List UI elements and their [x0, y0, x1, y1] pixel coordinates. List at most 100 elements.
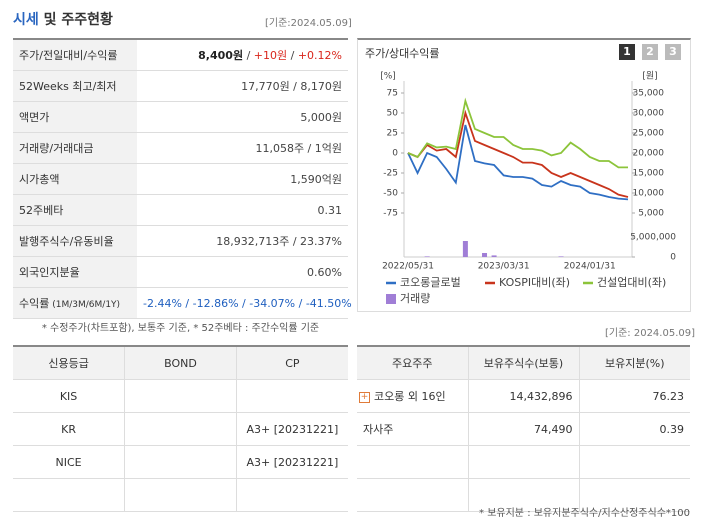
- cell: [236, 478, 348, 512]
- row-label: 외국인지분율: [13, 256, 137, 288]
- date: [기준: 2024.05.09]: [605, 328, 696, 339]
- cell-text: 76.23: [652, 389, 685, 403]
- y2-tick-label: 25,000: [633, 129, 665, 139]
- cell-text: A3+ [20231221]: [246, 455, 339, 469]
- volume-bar: [482, 253, 488, 257]
- cell: A3+ [20231221]: [236, 412, 348, 446]
- label-part: 시가총액: [19, 173, 60, 186]
- y2-tick-label: 15,000: [633, 169, 665, 179]
- summary-row: 외국인지분율 0.60%: [13, 256, 348, 288]
- row-label: 주가/전일대비/수익률: [13, 39, 137, 71]
- y2-tick-label: 30,000: [633, 109, 665, 119]
- header-row: 주요주주 보유주식수(보통) 보유지분(%): [357, 345, 690, 380]
- value-part: 0.60%: [307, 265, 342, 279]
- y-tick-label: -50: [383, 189, 398, 199]
- cell: [124, 379, 237, 413]
- column-header: 주요주주: [357, 345, 469, 380]
- date: [기준:2024.05.09]: [265, 18, 352, 29]
- row-value: 1,590억원: [137, 163, 348, 195]
- y3-tick-label: 0: [670, 253, 676, 263]
- table-row: + 코오롱 외 16인 14,432,896 76.23: [357, 379, 690, 413]
- y-tick-label: 50: [387, 109, 399, 119]
- y-tick-label: 25: [387, 129, 398, 139]
- table-row: NICE A3+ [20231221]: [13, 445, 348, 479]
- label-part: 주가/전일대비/수익률: [19, 49, 118, 62]
- cell-text: NICE: [55, 455, 82, 469]
- chart-tab[interactable]: 3: [665, 44, 681, 60]
- cell: [579, 478, 690, 512]
- value-part: /: [287, 49, 298, 62]
- row-value: 8,400원 / +10원 / +0.12%: [137, 39, 348, 71]
- volume-bar: [462, 241, 468, 257]
- cell: [468, 445, 580, 479]
- y3-tick-label: 5,000,000: [630, 233, 676, 243]
- label-part: 52주베타: [19, 204, 64, 217]
- cell: KIS: [13, 379, 126, 413]
- value-part: +10원: [253, 49, 288, 62]
- x-tick-label: 2023/03/31: [478, 262, 530, 272]
- section-title: 시세 및 주주현황: [13, 9, 113, 29]
- row-label: 시가총액: [13, 163, 137, 195]
- y2-tick-label: 10,000: [633, 189, 665, 199]
- cell-text: 74,490: [534, 422, 573, 436]
- holders-table: 주요주주 보유주식수(보통) 보유지분(%) + 코오롱 외 16인 14,432,896…: [357, 345, 690, 512]
- chart-tab[interactable]: 1: [619, 44, 635, 60]
- value-part: -2.44% / -12.86% / -34.07% / -41.50%: [143, 296, 352, 310]
- summary-row: 52Weeks 최고/최저 17,770원 / 8,170원: [13, 70, 348, 102]
- cell: KR: [13, 412, 126, 446]
- cell: [124, 478, 237, 512]
- row-label: 액면가: [13, 101, 137, 133]
- cell: [124, 412, 237, 446]
- label-part: 52Weeks 최고/최저: [19, 80, 117, 93]
- row-value: 0.31: [137, 194, 348, 226]
- cell-text: 0.39: [659, 422, 685, 436]
- summary-row: 시가총액 1,590억원: [13, 163, 348, 195]
- value-part: 8,400원: [198, 49, 244, 62]
- legend-label: 거래량: [400, 292, 430, 305]
- cell: 74,490: [468, 412, 580, 446]
- cell: 자사주: [357, 412, 469, 446]
- summary-row: 액면가 5,000원: [13, 101, 348, 133]
- summary-row: 수익률 (1M/3M/6M/1Y) -2.44% / -12.86% / -34.…: [13, 287, 352, 319]
- y-tick-label: -25: [383, 169, 398, 179]
- column-header: CP: [236, 345, 348, 380]
- label-part: 거래량/거래대금: [19, 142, 94, 155]
- expand-icon[interactable]: +: [359, 391, 370, 403]
- summary-table: 주가/전일대비/수익률 8,400원 / +10원 / +0.12% 52Weeks…: [13, 38, 352, 319]
- value-part: 1,590억원: [290, 173, 342, 186]
- table-row: 자사주 74,490 0.39: [357, 412, 690, 446]
- series-line: [407, 109, 629, 198]
- cell-text: 코오롱 외 16인: [374, 390, 446, 403]
- chart-tab[interactable]: 2: [642, 44, 658, 60]
- legend-label: 건설업대비(좌): [597, 276, 666, 289]
- row-label: 거래량/거래대금: [13, 132, 137, 164]
- x-tick-label: 2024/01/31: [564, 262, 616, 272]
- cell: 0.39: [579, 412, 690, 446]
- credit-table: 신용등급 BOND CP KIS KR A3+ [20231221] NICE A3+ [20…: [13, 345, 348, 512]
- y-tick-label: 0: [392, 149, 398, 159]
- label-part: 발행주식수/유동비율: [19, 235, 114, 248]
- cell: [124, 445, 237, 479]
- row-value: 11,058주 / 1억원: [137, 132, 348, 164]
- cell: + 코오롱 외 16인: [357, 379, 469, 413]
- cell-text: 14,432,896: [509, 389, 573, 403]
- label-part: 액면가: [19, 111, 50, 124]
- chart: [%] [원] 75 50 25 0 -25 -50 -75 35,000 30,000 25,000…: [380, 71, 676, 306]
- legend-label: 코오롱글로벌: [400, 276, 461, 289]
- value-part: 11,058주 / 1억원: [255, 142, 342, 155]
- summary-row: 발행주식수/유동비율 18,932,713주 / 23.37%: [13, 225, 348, 257]
- cell: [357, 478, 469, 512]
- cell-text: KR: [61, 422, 76, 436]
- column-header: BOND: [124, 345, 237, 380]
- column-header: 보유지분(%): [579, 345, 690, 380]
- legend-swatch: [386, 294, 396, 304]
- table-row: KR A3+ [20231221]: [13, 412, 348, 446]
- label-part: 외국인지분율: [19, 266, 80, 279]
- cell: NICE: [13, 445, 126, 479]
- cell-text: 자사주: [363, 423, 394, 436]
- chart-panel-title: 주가/상대수익률: [365, 47, 440, 60]
- row-label: 52주베타: [13, 194, 137, 226]
- row-value: 18,932,713주 / 23.37%: [137, 225, 348, 257]
- table-row: KIS: [13, 379, 348, 413]
- value-part: 17,770원 / 8,170원: [241, 80, 342, 93]
